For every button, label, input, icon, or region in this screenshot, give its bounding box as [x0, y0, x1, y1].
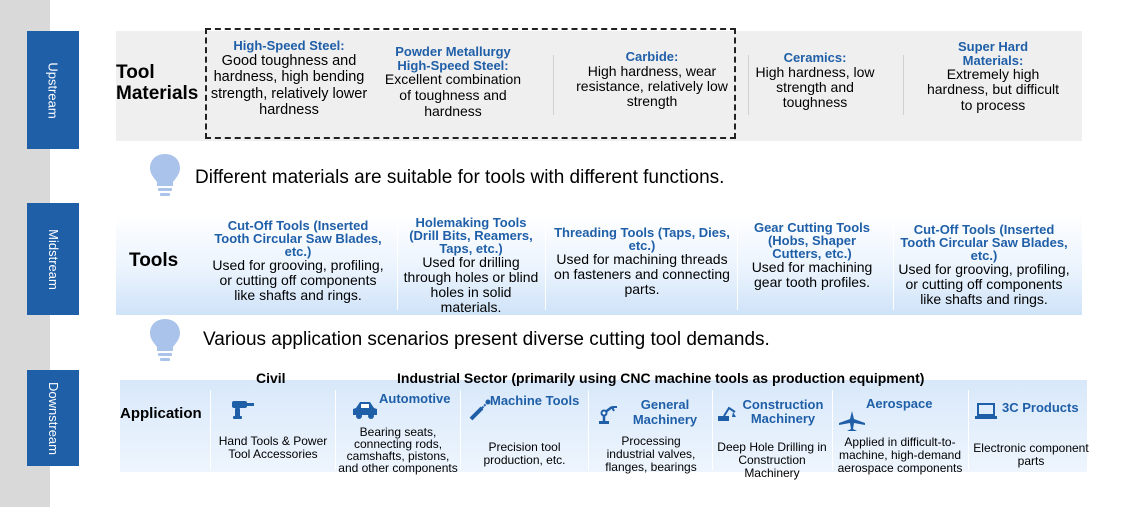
application-automotive: Automotive Bearing seats, connecting rod… [337, 388, 459, 484]
application-desc: Bearing seats, connecting rods, camshaft… [338, 425, 458, 475]
divider [748, 55, 749, 115]
downstream-band [120, 380, 1087, 472]
divider [545, 220, 546, 310]
material-ceramics: Ceramics: High hardness, low strength an… [750, 51, 880, 110]
material-pm-high-speed-steel: Powder Metallurgy High-Speed Steel: Exce… [378, 45, 528, 119]
divider [737, 220, 738, 310]
stage-label-upstream: Upstream [45, 61, 61, 119]
material-desc: High hardness, low strength and toughnes… [755, 63, 875, 110]
tool-title: Threading Tools (Taps, Dies, etc.) [554, 225, 730, 253]
material-desc: Good toughness and hardness, high bendin… [210, 52, 368, 119]
tool-desc: Used for grooving, profiling, or cutting… [212, 257, 384, 304]
divider [335, 390, 336, 470]
tool-desc: Used for grooving, profiling, or cutting… [898, 261, 1070, 308]
divider [893, 220, 894, 310]
material-title: Ceramics: [783, 50, 847, 65]
tool-threading: Threading Tools (Taps, Dies, etc.) Used … [551, 226, 733, 297]
material-desc: High hardness, wear resistance, relative… [576, 62, 728, 109]
tool-cut-off-2: Cut-Off Tools (Inserted Tooth Circular S… [898, 223, 1070, 307]
tool-title: Cut-Off Tools (Inserted Tooth Circular S… [900, 222, 1068, 263]
divider [210, 390, 211, 470]
tool-gear-cutting: Gear Cutting Tools (Hobs, Shaper Cutters… [742, 221, 882, 290]
material-desc: Extremely high hardness, but difficult t… [926, 66, 1060, 113]
stage-tab-upstream: Upstream [27, 31, 79, 149]
divider [397, 220, 398, 310]
note-applications: Various application scenarios present di… [203, 329, 770, 350]
power-drill-icon [232, 401, 254, 419]
material-desc: Excellent combination of toughness and h… [384, 71, 522, 119]
lightbulb-icon [150, 319, 180, 361]
application-desc: Hand Tools & Power Tool Accessories [218, 434, 328, 462]
application-desc: Precision tool production, etc. [483, 440, 566, 468]
divider [832, 390, 833, 470]
application-title: Machine Tools [490, 393, 580, 408]
steel-materials-highlight [205, 28, 736, 139]
application-desc: Applied in difficult-to-machine, high-de… [837, 435, 963, 476]
stage-label-downstream: Downstream [45, 381, 61, 455]
divider [553, 55, 554, 115]
divider [968, 390, 969, 470]
application-desc: Processing industrial valves, flanges, b… [605, 434, 697, 475]
civil-header: Civil [256, 370, 286, 386]
lightbulb-icon [150, 154, 180, 196]
tool-desc: Used for machining threads on fasteners … [554, 251, 730, 298]
tool-holemaking: Holemaking Tools (Drill Bits, Reamers, T… [400, 216, 542, 315]
midstream-band [116, 215, 1082, 315]
car-icon [353, 402, 377, 419]
material-title: Super Hard Materials: [957, 39, 1029, 68]
industrial-header: Industrial Sector (primarily using CNC m… [397, 370, 925, 386]
application-construction-machinery: Construction Machinery Deep Hole Drillin… [713, 396, 831, 488]
tool-desc: Used for drilling through holes or blind… [403, 254, 539, 316]
material-carbide: Carbide: High hardness, wear resistance,… [568, 50, 736, 109]
material-title: Carbide: [625, 49, 679, 64]
application-desc: Deep Hole Drilling in Construction Machi… [717, 440, 827, 481]
tool-title: Gear Cutting Tools (Hobs, Shaper Cutters… [753, 220, 871, 261]
divider [588, 390, 589, 470]
application-title: General Machinery [632, 397, 698, 427]
material-title: Powder Metallurgy High-Speed Steel: [395, 44, 511, 73]
stage-label-midstream: Midstream [45, 228, 61, 290]
application-hand-tools: Hand Tools & Power Tool Accessories [212, 392, 334, 472]
application-desc: Electronic component parts [973, 441, 1089, 469]
note-materials: Different materials are suitable for too… [195, 167, 725, 188]
application-title: Construction Machinery [742, 397, 824, 427]
material-super-hard: Super Hard Materials: Extremely high har… [920, 40, 1066, 113]
divider [903, 55, 904, 115]
tool-title: Holemaking Tools (Drill Bits, Reamers, T… [409, 215, 533, 256]
divider [460, 390, 461, 470]
material-title: High-Speed Steel: [233, 38, 345, 53]
stage-tab-midstream: Midstream [27, 203, 79, 315]
application-aerospace: Aerospace Applied in difficult-to-machin… [834, 394, 966, 490]
laptop-icon [975, 403, 997, 419]
application-label: Application [120, 405, 202, 422]
robot-arm-icon [599, 406, 617, 424]
airplane-icon [839, 411, 865, 431]
milling-tool-icon [469, 399, 491, 421]
application-title: Aerospace [866, 396, 933, 411]
tool-title: Cut-Off Tools (Inserted Tooth Circular S… [214, 218, 382, 259]
excavator-icon [718, 406, 736, 421]
tool-desc: Used for machining gear tooth profiles. [751, 259, 873, 291]
tool-cut-off: Cut-Off Tools (Inserted Tooth Circular S… [212, 219, 384, 303]
tools-label: Tools [129, 250, 179, 271]
stage-tab-downstream: Downstream [27, 370, 79, 466]
application-3c-products: 3C Products Electronic component parts [970, 396, 1092, 478]
material-high-speed-steel: High-Speed Steel: Good toughness and har… [210, 39, 368, 119]
application-machine-tools: Machine Tools Precision tool production,… [462, 390, 587, 472]
application-title: Automotive [379, 391, 451, 406]
upstream-band [116, 31, 1082, 141]
application-title: 3C Products [1002, 400, 1079, 415]
divider [712, 390, 713, 470]
tool-materials-label: Tool Materials [116, 62, 199, 105]
application-general-machinery: General Machinery Processing industrial … [590, 392, 711, 482]
